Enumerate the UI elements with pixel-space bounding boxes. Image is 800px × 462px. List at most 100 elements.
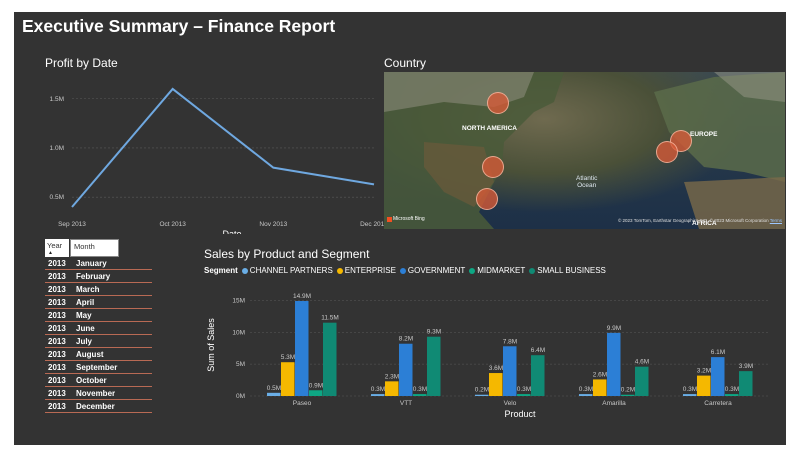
legend-item[interactable]: MIDMARKET [469, 266, 525, 275]
sales-bar[interactable] [385, 381, 399, 396]
sales-bar[interactable] [635, 366, 649, 396]
country-map[interactable]: NORTH AMERICA EUROPE AFRICA Atlantic Oce… [384, 72, 785, 229]
sales-bar[interactable] [475, 394, 489, 396]
slicer-month-cell: November [76, 388, 116, 398]
profit-x-tick: Dec 2013 [360, 221, 384, 228]
legend-item[interactable]: GOVERNMENT [399, 266, 465, 275]
slicer-row[interactable]: 2013 February [45, 270, 152, 283]
slicer-year-cell: 2013 [48, 271, 66, 281]
profit-line[interactable] [71, 87, 375, 208]
sales-bar[interactable] [371, 394, 385, 396]
sales-data-label: 0.3M [517, 386, 531, 393]
slicer-year-cell: 2013 [48, 362, 66, 372]
sales-bar[interactable] [267, 392, 281, 396]
slicer-row[interactable]: 2013 June [45, 322, 152, 335]
slicer-year-header[interactable]: Year ▲ [45, 239, 69, 257]
sales-bar-chart[interactable]: 15M 10M 5M 0M Sum of Sales 0.5M 5.3M 14.9M 0.9M 1… [202, 282, 774, 432]
legend-label: ENTERPRISE [344, 266, 396, 275]
legend-label: SMALL BUSINESS [537, 266, 606, 275]
sales-bar[interactable] [399, 343, 413, 396]
slicer-month-cell: February [76, 271, 111, 281]
slicer-row[interactable]: 2013 May [45, 309, 152, 322]
sales-bar[interactable] [413, 394, 427, 396]
profit-x-axis-title: Date [222, 229, 241, 234]
legend-label: CHANNEL PARTNERS [249, 266, 333, 275]
date-slicer[interactable]: Year ▲ Month 2013 January 2013 February 2013 M… [45, 239, 152, 413]
sales-bar[interactable] [579, 394, 593, 396]
slicer-year-cell: 2013 [48, 323, 66, 333]
label-atlantic-ocean: Atlantic Ocean [576, 175, 598, 189]
sort-ascending-icon[interactable]: ▲ [48, 250, 53, 256]
legend-marker-icon [469, 267, 476, 274]
label-europe: EUROPE [690, 131, 718, 138]
legend-item[interactable]: ENTERPRISE [336, 266, 396, 275]
sales-data-label: 7.8M [503, 338, 517, 345]
profit-x-tick: Nov 2013 [259, 221, 287, 228]
sales-data-label: 0.3M [371, 386, 385, 393]
legend-marker-icon [529, 267, 536, 274]
sales-bar[interactable] [739, 371, 753, 396]
map-bubble[interactable] [476, 188, 498, 210]
sales-data-label: 14.9M [293, 293, 311, 300]
slicer-row[interactable]: 2013 December [45, 400, 152, 413]
slicer-month-cell: July [76, 336, 93, 346]
slicer-month-cell: June [76, 323, 95, 333]
label-north-america: NORTH AMERICA [462, 125, 518, 132]
sales-x-axis-title: Product [504, 409, 536, 419]
sales-data-label: 5.3M [281, 354, 295, 361]
map-bubble[interactable] [487, 92, 509, 114]
slicer-month-cell: October [76, 375, 107, 385]
sales-data-label: 6.4M [531, 347, 545, 354]
slicer-row[interactable]: 2013 April [45, 296, 152, 309]
map-bubble[interactable] [656, 141, 678, 163]
sales-bar[interactable] [531, 355, 545, 396]
legend-item[interactable]: CHANNEL PARTNERS [241, 266, 333, 275]
sales-bar[interactable] [517, 394, 531, 396]
sales-bar[interactable] [323, 322, 337, 396]
sales-x-tick: Paseo [293, 400, 312, 407]
sales-bar[interactable] [309, 390, 323, 396]
segment-legend: Segment CHANNEL PARTNERS ENTERPRISE GOVERN… [204, 266, 610, 275]
sales-data-label: 3.6M [489, 365, 503, 372]
sales-bar[interactable] [281, 362, 295, 396]
slicer-month-cell: August [76, 349, 104, 359]
slicer-year-cell: 2013 [48, 310, 66, 320]
slicer-row[interactable]: 2013 November [45, 387, 152, 400]
sales-bar[interactable] [489, 373, 503, 396]
sales-bar[interactable] [593, 379, 607, 396]
sales-data-label: 4.6M [635, 359, 649, 366]
sales-bar[interactable] [725, 394, 739, 396]
sales-data-label: 9.9M [607, 325, 621, 332]
legend-item[interactable]: SMALL BUSINESS [529, 266, 606, 275]
sales-data-label: 0.2M [475, 387, 489, 394]
slicer-month-header[interactable]: Month [70, 239, 119, 257]
sales-bar[interactable] [697, 375, 711, 396]
slicer-year-cell: 2013 [48, 284, 66, 294]
sales-bar[interactable] [683, 394, 697, 396]
sales-bar[interactable] [711, 357, 725, 396]
sales-bar[interactable] [427, 336, 441, 396]
sales-chart-title: Sales by Product and Segment [204, 247, 370, 261]
slicer-row[interactable]: 2013 August [45, 348, 152, 361]
sales-bar[interactable] [607, 332, 621, 396]
slicer-row[interactable]: 2013 October [45, 374, 152, 387]
slicer-month-cell: December [76, 401, 115, 411]
sales-y-tick: 0M [236, 393, 245, 400]
slicer-row[interactable]: 2013 July [45, 335, 152, 348]
map-attribution: © 2023 TomTom, Earthstar Geographics SIO… [617, 218, 782, 223]
slicer-row[interactable]: 2013 March [45, 283, 152, 296]
report-canvas: Executive Summary – Finance Report Profi… [14, 12, 786, 445]
slicer-row[interactable]: 2013 January [45, 257, 152, 270]
sales-bar[interactable] [503, 346, 517, 396]
slicer-month-cell: March [76, 284, 100, 294]
sales-bar[interactable] [295, 301, 309, 396]
map-terms-link[interactable]: Terms [769, 218, 782, 223]
slicer-header: Year ▲ Month [45, 239, 152, 257]
map-bubble[interactable] [482, 156, 504, 178]
profit-y-tick: 1.5M [50, 96, 64, 103]
sales-y-axis-title: Sum of Sales [206, 318, 216, 372]
sales-bar[interactable] [621, 394, 635, 396]
profit-line-chart[interactable]: 1.5M 1.0M 0.5M Sep 2013 Oct 2013 Nov 2013 Dec … [34, 74, 384, 234]
slicer-row[interactable]: 2013 September [45, 361, 152, 374]
slicer-year-cell: 2013 [48, 349, 66, 359]
